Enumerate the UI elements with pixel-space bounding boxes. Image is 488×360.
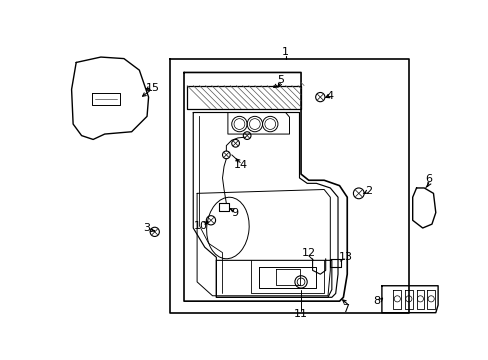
Text: 9: 9 — [231, 208, 238, 217]
Text: 7: 7 — [342, 304, 348, 314]
Text: 8: 8 — [372, 296, 379, 306]
Text: 14: 14 — [233, 160, 247, 170]
Text: 6: 6 — [425, 175, 431, 184]
Text: 10: 10 — [194, 221, 207, 231]
Text: 12: 12 — [301, 248, 315, 258]
Text: 3: 3 — [143, 223, 150, 233]
Text: 5: 5 — [276, 75, 283, 85]
Text: 13: 13 — [338, 252, 352, 262]
Text: 1: 1 — [282, 48, 288, 58]
Text: 4: 4 — [326, 91, 333, 100]
Text: 15: 15 — [146, 83, 160, 93]
Text: 2: 2 — [365, 186, 371, 196]
Text: 11: 11 — [293, 309, 307, 319]
